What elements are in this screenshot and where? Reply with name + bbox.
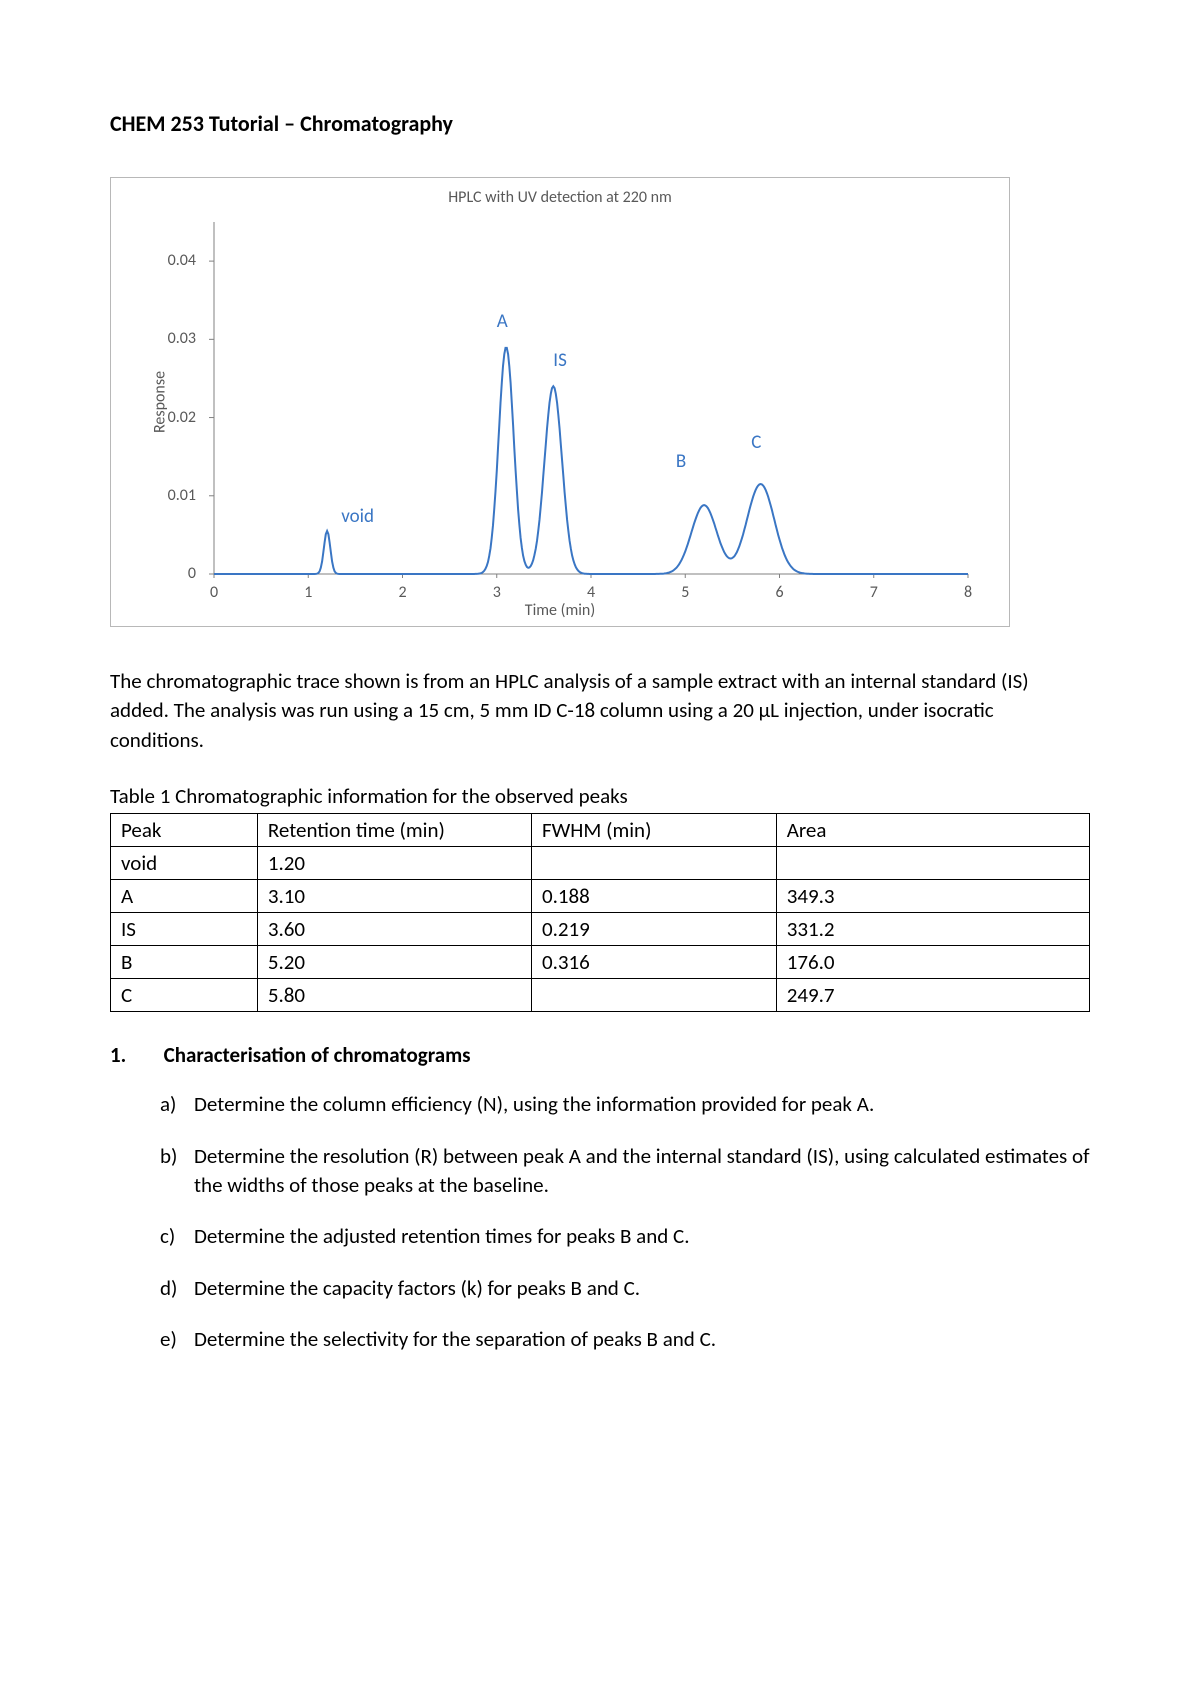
table-cell: 0.316 — [531, 946, 776, 979]
table-cell — [776, 847, 1089, 880]
table-row: C5.80 249.7 — [111, 979, 1090, 1012]
table-cell: 176.0 — [776, 946, 1089, 979]
question-item: c) Determine the adjusted retention times… — [160, 1222, 1090, 1251]
question-item: b) Determine the resolution (R) between p… — [160, 1142, 1090, 1201]
table-cell: 3.60 — [257, 913, 531, 946]
question-text: Determine the selectivity for the separa… — [194, 1326, 716, 1352]
chart-y-tick-label: 0.03 — [156, 329, 196, 348]
question-letter: c) — [160, 1222, 175, 1251]
table-row: void1.20 — [111, 847, 1090, 880]
question-letter: b) — [160, 1142, 177, 1171]
table-cell: 5.20 — [257, 946, 531, 979]
question-text: Determine the column efficiency (N), usi… — [194, 1091, 874, 1117]
table-cell: B — [111, 946, 258, 979]
chart-y-tick-label: 0 — [156, 564, 196, 583]
question-text: Determine the adjusted retention times f… — [194, 1223, 690, 1249]
question-item: d) Determine the capacity factors (k) for… — [160, 1274, 1090, 1303]
table-caption: Table 1 Chromatographic information for … — [110, 783, 1090, 809]
table-cell: 249.7 — [776, 979, 1089, 1012]
table-cell: 0.188 — [531, 880, 776, 913]
chart-peak-label: IS — [553, 349, 567, 372]
section-heading: 1. Characterisation of chromatograms — [110, 1042, 1090, 1068]
chart-x-tick-label: 5 — [665, 583, 705, 602]
table-cell: IS — [111, 913, 258, 946]
table-cell: 0.219 — [531, 913, 776, 946]
section-number: 1. — [110, 1042, 160, 1068]
table-cell: 5.80 — [257, 979, 531, 1012]
table-cell: 331.2 — [776, 913, 1089, 946]
chart-y-tick-label: 0.02 — [156, 408, 196, 427]
chart-x-tick-label: 8 — [948, 583, 988, 602]
chart-peak-label: A — [497, 310, 508, 333]
page-title: CHEM 253 Tutorial – Chromatography — [110, 110, 1090, 137]
table-row: A3.100.188349.3 — [111, 880, 1090, 913]
chart-title: HPLC with UV detection at 220 nm — [111, 188, 1009, 207]
table-cell: 1.20 — [257, 847, 531, 880]
chart-x-tick-label: 1 — [288, 583, 328, 602]
questions-list: a) Determine the column efficiency (N), u… — [160, 1090, 1090, 1354]
table-header-row: PeakRetention time (min)FWHM (min)Area — [111, 814, 1090, 847]
chart-svg — [206, 218, 976, 578]
table-column-header: Area — [776, 814, 1089, 847]
table-row: IS3.600.219331.2 — [111, 913, 1090, 946]
section-title: Characterisation of chromatograms — [164, 1042, 471, 1068]
chart-x-tick-label: 7 — [854, 583, 894, 602]
question-text: Determine the resolution (R) between pea… — [194, 1143, 1090, 1198]
table-cell — [531, 847, 776, 880]
question-text: Determine the capacity factors (k) for p… — [194, 1275, 640, 1301]
chart-x-axis-label: Time (min) — [111, 601, 1009, 620]
question-letter: a) — [160, 1090, 176, 1119]
question-letter: d) — [160, 1274, 177, 1303]
table-cell: void — [111, 847, 258, 880]
chart-x-tick-label: 2 — [383, 583, 423, 602]
chart-x-tick-label: 6 — [760, 583, 800, 602]
chart-plot-area — [206, 218, 976, 578]
table-cell: A — [111, 880, 258, 913]
chart-peak-label: B — [676, 450, 686, 473]
chart-y-tick-label: 0.04 — [156, 251, 196, 270]
table-column-header: FWHM (min) — [531, 814, 776, 847]
chart-peak-label: void — [341, 505, 374, 528]
chart-y-tick-label: 0.01 — [156, 486, 196, 505]
chart-peak-label: C — [751, 431, 761, 454]
question-item: e) Determine the selectivity for the sepa… — [160, 1325, 1090, 1354]
chart-x-tick-label: 3 — [477, 583, 517, 602]
question-item: a) Determine the column efficiency (N), u… — [160, 1090, 1090, 1119]
table-column-header: Retention time (min) — [257, 814, 531, 847]
table-cell: 3.10 — [257, 880, 531, 913]
chromatography-table: PeakRetention time (min)FWHM (min)Area v… — [110, 813, 1090, 1012]
chromatogram-chart: HPLC with UV detection at 220 nm Respons… — [110, 177, 1010, 627]
table-column-header: Peak — [111, 814, 258, 847]
table-row: B5.200.316176.0 — [111, 946, 1090, 979]
table-cell — [531, 979, 776, 1012]
chart-x-tick-label: 0 — [194, 583, 234, 602]
table-cell: 349.3 — [776, 880, 1089, 913]
chart-x-tick-label: 4 — [571, 583, 611, 602]
intro-paragraph: The chromatographic trace shown is from … — [110, 667, 1090, 755]
question-letter: e) — [160, 1325, 177, 1354]
table-cell: C — [111, 979, 258, 1012]
page: CHEM 253 Tutorial – Chromatography HPLC … — [0, 0, 1200, 1698]
